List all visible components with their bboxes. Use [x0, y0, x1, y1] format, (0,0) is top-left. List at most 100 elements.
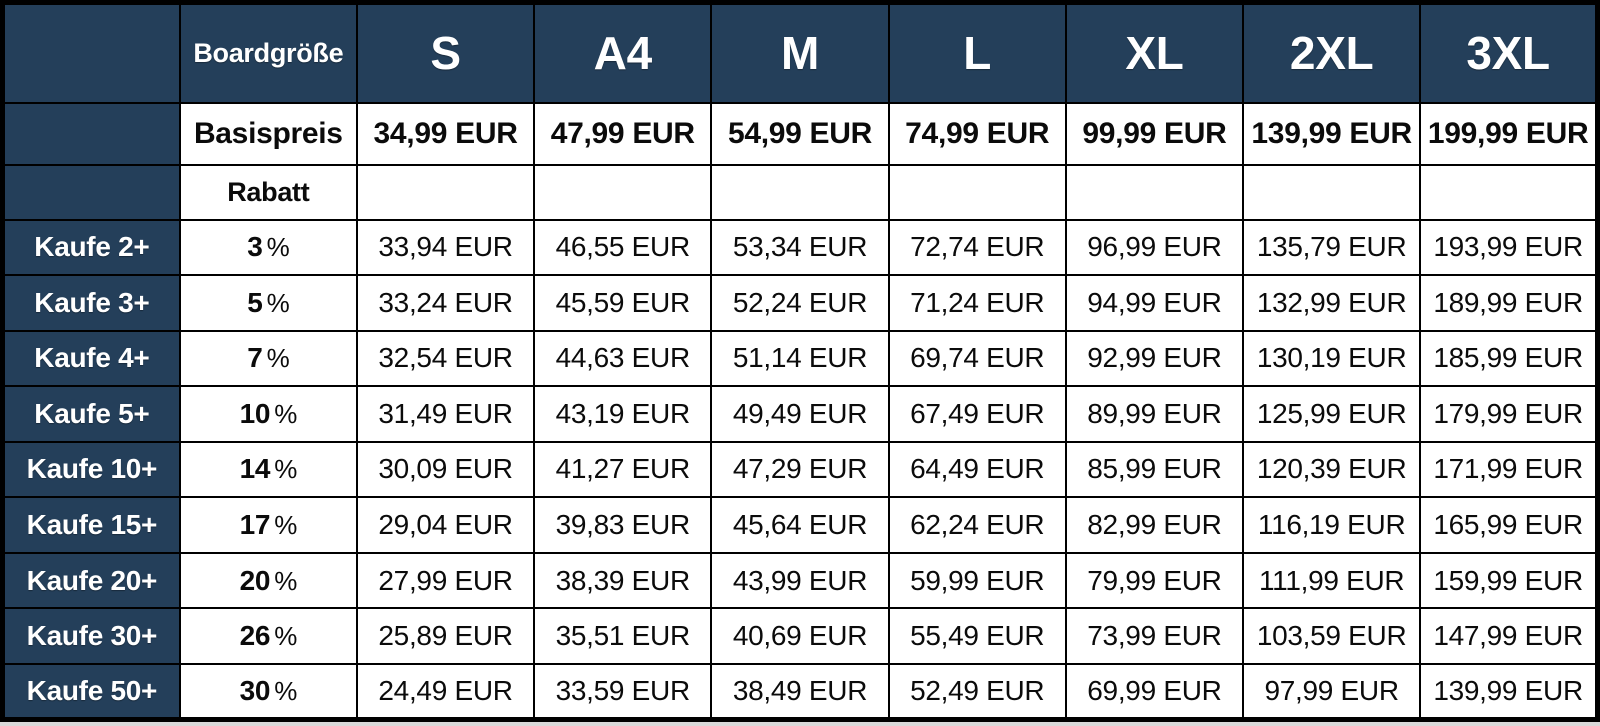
discounted-price-cell: 40,69 EUR — [710, 607, 890, 665]
discount-empty-cell — [1064, 163, 1245, 221]
quantity-tier-label: Kaufe 50+ — [1, 662, 181, 721]
discounted-price-cell: 30,09 EUR — [355, 440, 536, 499]
discount-value: 5 — [247, 286, 263, 318]
corner-cell — [1, 1, 181, 104]
discount-value: 20 — [239, 564, 271, 596]
quantity-tier-label: Kaufe 15+ — [1, 496, 181, 554]
discount-tier-row: Kaufe 50+ 30 % 24,49 EUR 33,59 EUR 38,49 EUR… — [1, 662, 1599, 721]
discounted-price-cell: 24,49 EUR — [355, 662, 536, 721]
discount-percent-cell: 14 % — [178, 440, 358, 499]
discount-value: 3 — [247, 231, 263, 263]
discounted-price-cell: 52,24 EUR — [710, 274, 890, 332]
discounted-price-cell: 111,99 EUR — [1242, 551, 1422, 610]
discount-value: 30 — [239, 674, 271, 706]
discount-percent-cell: 26 % — [178, 607, 358, 665]
base-price-cell: 139,99 EUR — [1242, 101, 1422, 166]
discount-percent-cell: 10 % — [178, 385, 358, 443]
base-price-cell: 54,99 EUR — [710, 101, 890, 166]
discounted-price-cell: 31,49 EUR — [355, 385, 536, 443]
discount-empty-cell — [887, 163, 1067, 221]
discounted-price-cell: 33,94 EUR — [355, 218, 536, 277]
discounted-price-cell: 69,99 EUR — [1064, 662, 1245, 721]
discounted-price-cell: 130,19 EUR — [1242, 329, 1422, 388]
discounted-price-cell: 171,99 EUR — [1419, 440, 1599, 499]
discounted-price-cell: 185,99 EUR — [1419, 329, 1599, 388]
percent-sign: % — [266, 343, 290, 374]
discounted-price-cell: 52,49 EUR — [887, 662, 1067, 721]
discounted-price-cell: 159,99 EUR — [1419, 551, 1599, 610]
discounted-price-cell: 189,99 EUR — [1419, 274, 1599, 332]
base-row-corner-cell — [1, 101, 181, 166]
quantity-tier-label: Kaufe 2+ — [1, 218, 181, 277]
discount-empty-cell — [355, 163, 536, 221]
discount-value: 17 — [239, 509, 271, 540]
discounted-price-cell: 69,74 EUR — [887, 329, 1067, 388]
discount-empty-cell — [1242, 163, 1422, 221]
discount-value: 26 — [239, 620, 271, 652]
discounted-price-cell: 33,59 EUR — [533, 662, 713, 721]
discount-tier-row: Kaufe 5+ 10 % 31,49 EUR 43,19 EUR 49,49 EUR 6… — [1, 385, 1599, 443]
discount-percent-cell: 30 % — [178, 662, 358, 721]
discount-label: Rabatt — [178, 163, 358, 221]
discounted-price-cell: 45,64 EUR — [710, 496, 890, 554]
discount-tier-row: Kaufe 10+ 14 % 30,09 EUR 41,27 EUR 47,29 EUR… — [1, 440, 1599, 499]
discount-value: 10 — [239, 397, 271, 429]
discounted-price-cell: 27,99 EUR — [355, 551, 536, 610]
discounted-price-cell: 38,39 EUR — [533, 551, 713, 610]
discounted-price-cell: 43,19 EUR — [533, 385, 713, 443]
discounted-price-cell: 116,19 EUR — [1242, 496, 1422, 554]
discount-tier-row: Kaufe 15+ 17 % 29,04 EUR 39,83 EUR 45,64 EUR… — [1, 496, 1599, 554]
size-header-label: Boardgröße — [178, 1, 358, 104]
discounted-price-cell: 96,99 EUR — [1064, 218, 1245, 277]
quantity-tier-label: Kaufe 5+ — [1, 385, 181, 443]
size-column-header: M — [710, 1, 890, 104]
discount-empty-cell — [1419, 163, 1599, 221]
quantity-tier-label: Kaufe 20+ — [1, 551, 181, 610]
quantity-tier-label: Kaufe 3+ — [1, 274, 181, 332]
discount-empty-cell — [533, 163, 713, 221]
quantity-tier-label: Kaufe 4+ — [1, 329, 181, 388]
discount-percent-cell: 3 % — [178, 218, 358, 277]
discount-empty-cell — [710, 163, 890, 221]
discount-percent-cell: 17 % — [178, 496, 358, 554]
discounted-price-cell: 97,99 EUR — [1242, 662, 1422, 721]
discounted-price-cell: 51,14 EUR — [710, 329, 890, 388]
discounted-price-cell: 32,54 EUR — [355, 329, 536, 388]
discount-value: 7 — [247, 342, 263, 374]
discount-tier-row: Kaufe 20+ 20 % 27,99 EUR 38,39 EUR 43,99 EUR… — [1, 551, 1599, 610]
discounted-price-cell: 29,04 EUR — [355, 496, 536, 554]
percent-sign: % — [274, 565, 298, 596]
discount-percent-cell: 20 % — [178, 551, 358, 610]
percent-sign: % — [274, 454, 298, 485]
percent-sign: % — [274, 675, 298, 706]
discounted-price-cell: 72,74 EUR — [887, 218, 1067, 277]
percent-sign: % — [266, 232, 290, 263]
discounted-price-cell: 25,89 EUR — [355, 607, 536, 665]
discounted-price-cell: 45,59 EUR — [533, 274, 713, 332]
discounted-price-cell: 59,99 EUR — [887, 551, 1067, 610]
base-price-cell: 47,99 EUR — [533, 101, 713, 166]
discounted-price-cell: 92,99 EUR — [1064, 329, 1245, 388]
discount-percent-cell: 5 % — [178, 274, 358, 332]
discounted-price-cell: 49,49 EUR — [710, 385, 890, 443]
discounted-price-cell: 94,99 EUR — [1064, 274, 1245, 332]
quantity-tier-label: Kaufe 30+ — [1, 607, 181, 665]
discounted-price-cell: 64,49 EUR — [887, 440, 1067, 499]
header-row: Boardgröße S A4 M L XL 2XL 3XL — [1, 1, 1599, 104]
discounted-price-cell: 71,24 EUR — [887, 274, 1067, 332]
base-price-row: Basispreis 34,99 EUR 47,99 EUR 54,99 EUR 74… — [1, 101, 1599, 166]
discount-percent-cell: 7 % — [178, 329, 358, 388]
discounted-price-cell: 193,99 EUR — [1419, 218, 1599, 277]
discounted-price-cell: 179,99 EUR — [1419, 385, 1599, 443]
discounted-price-cell: 103,59 EUR — [1242, 607, 1422, 665]
discounted-price-cell: 67,49 EUR — [887, 385, 1067, 443]
percent-sign: % — [274, 398, 298, 429]
base-price-cell: 99,99 EUR — [1064, 101, 1245, 166]
discounted-price-cell: 43,99 EUR — [710, 551, 890, 610]
discounted-price-cell: 132,99 EUR — [1242, 274, 1422, 332]
size-column-header: A4 — [533, 1, 713, 104]
discounted-price-cell: 73,99 EUR — [1064, 607, 1245, 665]
discounted-price-cell: 165,99 EUR — [1419, 496, 1599, 554]
base-price-cell: 199,99 EUR — [1419, 101, 1599, 166]
